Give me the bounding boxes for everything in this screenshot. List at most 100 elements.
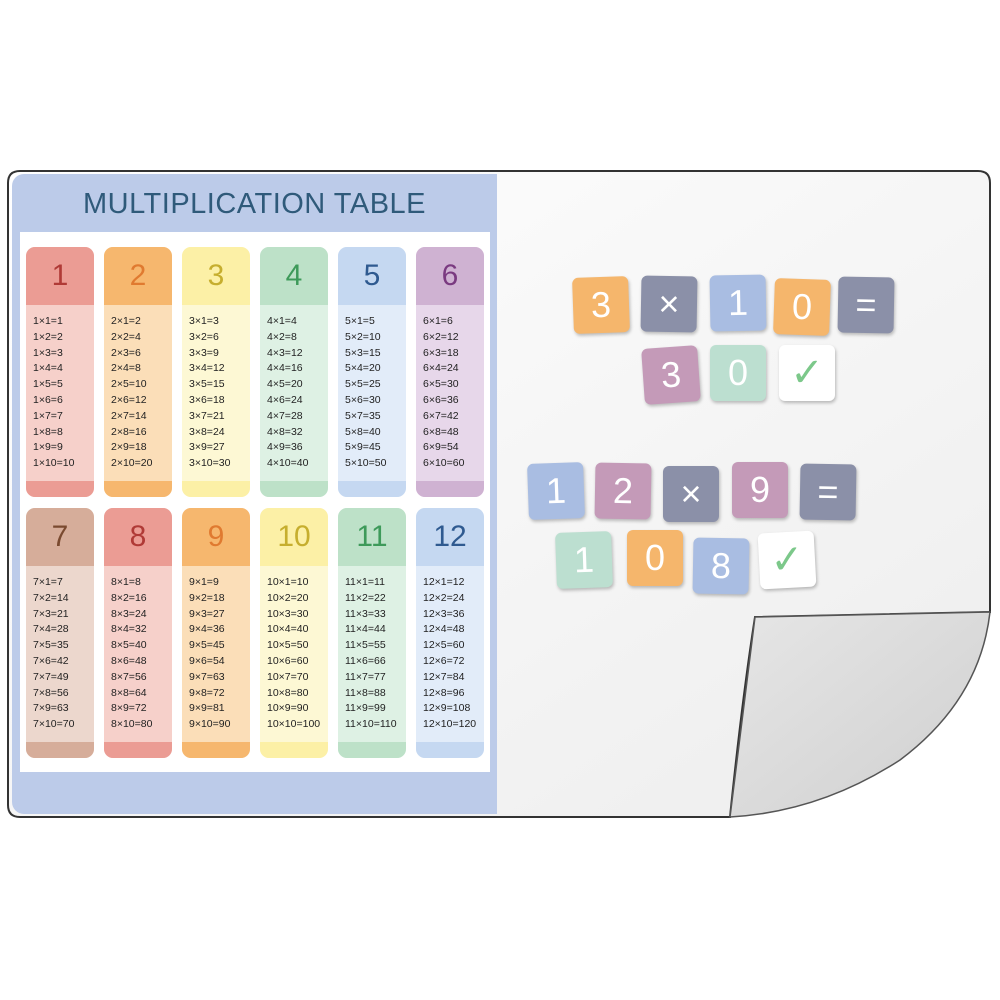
table-row: 8×1=8: [111, 576, 141, 588]
table-row: 11×6=66: [345, 654, 386, 667]
checkmark-icon: ✓: [757, 530, 817, 590]
table-row: 11×9=99: [345, 702, 386, 715]
table-row: 2×8=16: [111, 425, 147, 438]
table-footer: [26, 742, 94, 758]
table-row: 1×8=8: [33, 425, 63, 438]
table-footer: [338, 742, 406, 758]
table-row: 1×1=1: [33, 315, 63, 327]
tile-9: 9: [732, 462, 788, 518]
table-rows: 3×1=3 3×2=6 3×3=9 3×4=12 3×5=15 3×6=18 3×7=21 3…: [182, 305, 250, 472]
tile-3: 3: [641, 345, 701, 405]
table-row: 9×9=81: [189, 702, 225, 715]
table-row: 9×6=54: [189, 654, 225, 667]
table-footer: [104, 742, 172, 758]
table-rows: 11×1=11 11×2=22 11×3=33 11×4=44 11×5=55 11×6=…: [338, 566, 406, 733]
table-row: 5×4=20: [345, 362, 381, 375]
table-row: 4×8=32: [267, 425, 303, 438]
table-row: 5×5=25: [345, 378, 381, 391]
table-row: 8×10=80: [111, 718, 153, 731]
table-row: 9×1=9: [189, 576, 219, 588]
table-11: 11 11×1=11 11×2=22 11×3=33 11×4=44 11×5=55 11×…: [338, 508, 406, 758]
table-row: 9×7=63: [189, 670, 225, 683]
table-header: 4: [260, 247, 328, 305]
table-row: 12×4=48: [423, 623, 465, 636]
table-row: 12×6=72: [423, 654, 465, 667]
table-row: 3×4=12: [189, 362, 225, 375]
table-row: 10×3=30: [267, 607, 309, 620]
table-row: 3×2=6: [189, 330, 219, 343]
table-row: 3×7=21: [189, 409, 225, 422]
table-row: 5×7=35: [345, 409, 381, 422]
table-row: 6×9=54: [423, 441, 459, 454]
table-header: 6: [416, 247, 484, 305]
table-row: 11×5=55: [345, 639, 386, 652]
table-12: 12 12×1=12 12×2=24 12×3=36 12×4=48 12×5=60 12×…: [416, 508, 484, 758]
table-row: 7×3=21: [33, 607, 69, 620]
table-row: 4×5=20: [267, 378, 303, 391]
table-row: 12×2=24: [423, 591, 465, 604]
table-row: 4×1=4: [267, 315, 297, 327]
table-row: 4×2=8: [267, 330, 297, 343]
table-header: 7: [26, 508, 94, 566]
table-row: 8×6=48: [111, 654, 147, 667]
table-row: 6×8=48: [423, 425, 459, 438]
table-row: 11×2=22: [345, 591, 386, 604]
table-row: 5×3=15: [345, 346, 381, 359]
tile-=: =: [799, 463, 857, 521]
table-row: 7×5=35: [33, 639, 69, 652]
table-rows: 12×1=12 12×2=24 12×3=36 12×4=48 12×5=60 12×6=…: [416, 566, 484, 733]
table-row: 6×7=42: [423, 409, 459, 422]
table-footer: [260, 481, 328, 497]
multiplication-chart: MULTIPLICATION TABLE 1 1×1=1 1×2=2 1×3=3 1×4…: [12, 174, 497, 814]
table-row: 8×4=32: [111, 623, 147, 636]
table-row: 7×8=56: [33, 686, 69, 699]
tile-0: 0: [773, 278, 831, 336]
table-row: 10×2=20: [267, 591, 309, 604]
table-row: 1×5=5: [33, 378, 63, 391]
table-row: 6×2=12: [423, 330, 459, 343]
table-row: 4×6=24: [267, 393, 303, 406]
table-row: 3×6=18: [189, 393, 225, 406]
table-row: 10×1=10: [267, 576, 309, 588]
table-row: 6×4=24: [423, 362, 459, 375]
table-rows: 2×1=2 2×2=4 2×3=6 2×4=8 2×5=10 2×6=12 2×7=14 2×…: [104, 305, 172, 472]
table-row: 2×5=10: [111, 378, 147, 391]
table-row: 10×6=60: [267, 654, 309, 667]
table-header: 5: [338, 247, 406, 305]
table-row: 7×10=70: [33, 718, 75, 731]
table-row: 1×4=4: [33, 362, 63, 375]
table-10: 10 10×1=10 10×2=20 10×3=30 10×4=40 10×5=50 10×…: [260, 508, 328, 758]
table-row: 6×3=18: [423, 346, 459, 359]
table-row: 11×7=77: [345, 670, 386, 683]
table-row: 11×10=110: [345, 718, 397, 731]
table-row: 11×3=33: [345, 607, 386, 620]
table-footer: [104, 481, 172, 497]
table-row: 8×3=24: [111, 607, 147, 620]
table-row: 7×9=63: [33, 702, 69, 715]
table-row: 10×8=80: [267, 686, 309, 699]
table-row: 12×1=12: [423, 576, 465, 588]
table-7: 7 7×1=7 7×2=14 7×3=21 7×4=28 7×5=35 7×6=42 7×7=…: [26, 508, 94, 758]
table-row: 6×10=60: [423, 457, 465, 470]
tile-×: ×: [640, 275, 698, 333]
table-row: 2×10=20: [111, 457, 153, 470]
table-rows: 5×1=5 5×2=10 5×3=15 5×4=20 5×5=25 5×6=30 5×7=3…: [338, 305, 406, 472]
table-row: 10×7=70: [267, 670, 309, 683]
table-row: 9×4=36: [189, 623, 225, 636]
table-row: 1×9=9: [33, 441, 63, 454]
table-row: 9×2=18: [189, 591, 225, 604]
table-row: 1×7=7: [33, 409, 63, 422]
table-row: 3×8=24: [189, 425, 225, 438]
table-footer: [182, 742, 250, 758]
table-row: 5×9=45: [345, 441, 381, 454]
table-row: 9×5=45: [189, 639, 225, 652]
table-header: 12: [416, 508, 484, 566]
table-footer: [260, 742, 328, 758]
table-8: 8 8×1=8 8×2=16 8×3=24 8×4=32 8×5=40 8×6=48 8×7=…: [104, 508, 172, 758]
tile-8: 8: [692, 537, 750, 595]
table-row: 11×4=44: [345, 623, 386, 636]
table-5: 5 5×1=5 5×2=10 5×3=15 5×4=20 5×5=25 5×6=30 5×7=…: [338, 247, 406, 497]
tile-=: =: [837, 276, 895, 334]
table-row: 4×3=12: [267, 346, 303, 359]
tile-1: 1: [709, 274, 767, 332]
